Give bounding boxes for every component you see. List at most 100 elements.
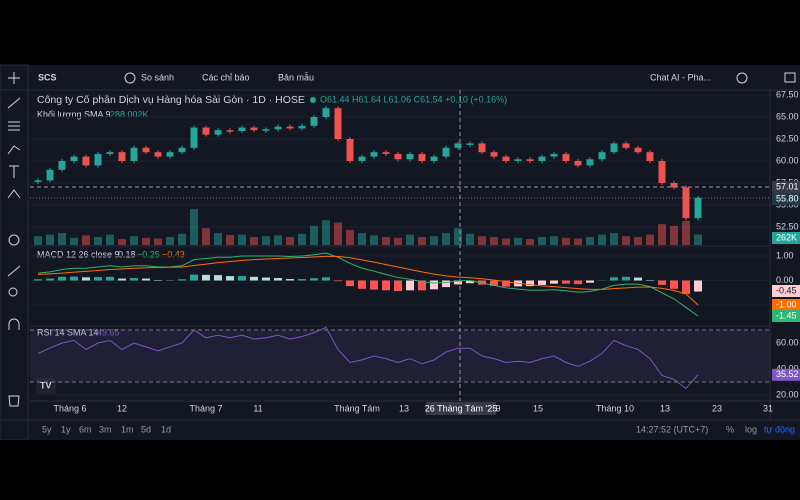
histogram-bar [106,276,114,281]
settings-icon[interactable] [736,72,748,84]
histogram-bar [370,280,378,290]
histogram-bar [310,278,318,281]
histogram-bar [190,274,198,281]
symbol[interactable]: SCS [38,72,57,82]
y-tick-label: 60.00 [776,155,799,165]
range[interactable]: 1y [61,424,71,434]
templates-button[interactable]: Bản mẫu [278,72,314,82]
range[interactable]: 1d [161,424,171,434]
candle [190,127,198,148]
legend-ohlc: O61.44 H61.64 L61.06 C61.54 +0.10 (+0.16… [320,94,507,104]
candle [238,127,246,132]
price-tag-label: -1.45 [776,310,797,320]
price-tag-label: 262K [776,232,797,242]
x-tick-label: Tháng 7 [189,403,222,413]
x-tick-label: Tháng 6 [53,403,86,413]
indicators-button[interactable]: Các chỉ báo [202,72,250,82]
chat-button[interactable]: Chat AI - Pha... [650,72,711,82]
range[interactable]: 3m [99,424,112,434]
pattern-tool[interactable] [7,189,21,199]
price-tag-label: -1.00 [776,299,797,309]
range[interactable]: 6m [79,424,92,434]
candle [154,152,162,157]
macd-legend-value: −0.43 [162,249,185,259]
snapshot-icon[interactable] [784,72,796,83]
candle [574,161,582,166]
histogram-bar [94,277,102,281]
candle [286,126,294,129]
rsi-legend-value: 49.65 [97,327,120,337]
candle [586,159,594,166]
candle [490,152,498,157]
volume-bar [646,234,654,245]
candle [406,153,414,160]
volume-bar [250,237,258,245]
ruler-tool[interactable] [7,265,21,277]
x-tick-label: 12 [117,403,127,413]
brush-tool[interactable] [7,145,21,155]
volume-bar [262,236,270,245]
emoji-tool[interactable] [8,234,20,246]
volume-bar [694,234,702,245]
text-tool[interactable] [9,165,19,178]
compare-button[interactable]: So sánh [141,72,174,82]
histogram-bar [682,280,690,294]
candle [322,108,330,117]
histogram-bar [634,277,642,281]
volume-bar [562,237,570,245]
volume-bar [58,233,66,245]
log-toggle[interactable]: log [745,424,757,434]
histogram-bar [442,280,450,288]
candle [514,159,522,161]
trash-tool[interactable] [8,395,20,407]
candle [454,143,462,148]
range[interactable]: 5d [141,424,151,434]
magnet-tool[interactable] [8,318,20,330]
auto-toggle[interactable]: tự động [764,424,795,434]
percent-toggle[interactable]: % [726,424,734,434]
candle [562,153,570,161]
candle [214,130,222,135]
candle [634,147,642,153]
histogram-bar [226,276,234,281]
volume-bar [46,234,54,245]
y-tick-label: 62.50 [776,133,799,143]
candle [310,117,318,126]
macd-legend: MACD 12 26 close 9 [37,249,120,259]
volume-bar [394,237,402,245]
histogram-bar [586,280,594,283]
macd-line [37,252,699,317]
price-tag [772,299,800,311]
left-toolbar[interactable] [0,64,29,441]
y-tick-label: 1.00 [776,250,794,260]
y-tick-label: 65.00 [776,111,799,121]
histogram-bar [562,280,570,284]
range[interactable]: 1m [121,424,134,434]
price-tag-label: 35.52 [776,369,799,379]
candle [442,147,450,157]
candle [274,126,282,130]
candle [430,156,438,161]
crosshair-tool[interactable] [8,72,20,84]
range[interactable]: 5y [42,424,52,434]
fib-tool[interactable] [8,121,20,131]
volume-bar [274,235,282,245]
volume-bar [526,239,534,245]
histogram-bar [382,280,390,291]
tool-icons[interactable] [7,72,21,407]
line-tool[interactable] [7,97,21,109]
price-tag [772,310,800,322]
candle [34,180,42,182]
volume-bar [514,237,522,245]
candle [394,153,402,160]
histogram-bar [202,274,210,281]
volume-bar [106,234,114,245]
price-tag [772,285,800,297]
zoom-tool[interactable] [8,287,18,297]
volume-legend-value: 288.002K [110,109,149,119]
histogram-bar [322,277,330,281]
volume-bar [82,235,90,245]
volume-bar [166,237,174,245]
y-tick-label: 60.00 [776,337,799,347]
price-tag [772,193,800,205]
